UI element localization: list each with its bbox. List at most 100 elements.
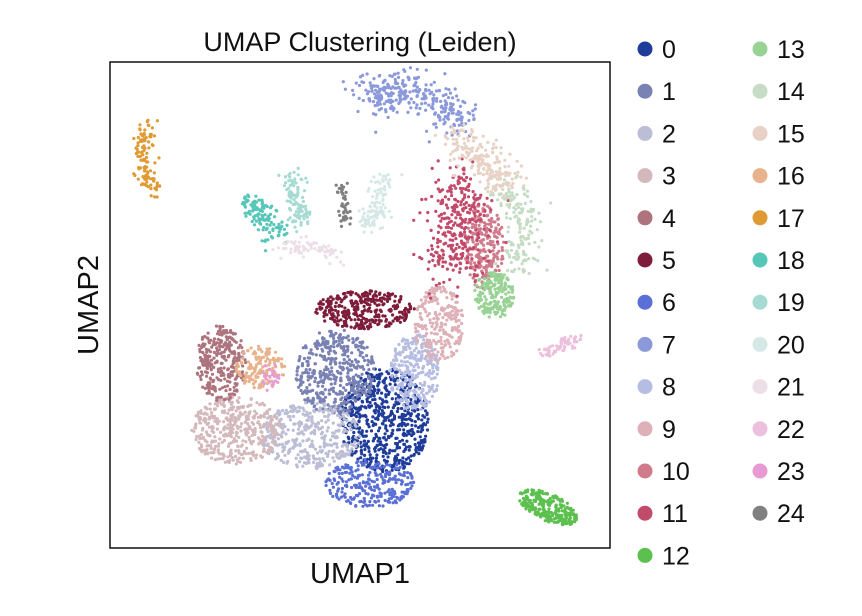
point bbox=[495, 240, 500, 244]
point bbox=[504, 211, 509, 215]
point bbox=[334, 356, 338, 361]
point bbox=[460, 321, 464, 326]
point bbox=[216, 337, 220, 341]
point bbox=[491, 295, 495, 300]
point bbox=[489, 222, 493, 226]
point bbox=[552, 520, 557, 524]
point bbox=[407, 382, 411, 386]
point bbox=[500, 261, 504, 265]
point bbox=[510, 269, 514, 273]
point bbox=[323, 388, 327, 392]
point bbox=[482, 281, 486, 285]
point bbox=[333, 478, 337, 482]
point bbox=[221, 324, 225, 329]
point bbox=[402, 97, 406, 101]
point bbox=[441, 316, 445, 320]
point bbox=[346, 413, 350, 417]
point bbox=[524, 176, 529, 180]
point bbox=[288, 415, 292, 419]
point bbox=[372, 299, 376, 303]
point bbox=[416, 90, 420, 94]
point bbox=[430, 286, 434, 290]
point bbox=[335, 344, 339, 348]
point bbox=[458, 270, 462, 274]
point bbox=[202, 412, 206, 416]
point bbox=[400, 381, 404, 385]
point bbox=[385, 389, 389, 393]
point bbox=[521, 207, 525, 211]
point bbox=[510, 285, 515, 289]
point bbox=[360, 473, 364, 477]
point bbox=[554, 513, 559, 518]
point bbox=[372, 77, 376, 81]
point bbox=[292, 414, 296, 418]
point bbox=[460, 331, 464, 336]
point bbox=[234, 434, 238, 438]
point bbox=[461, 154, 465, 159]
point bbox=[499, 192, 503, 196]
point bbox=[357, 96, 361, 100]
point bbox=[401, 456, 405, 460]
point bbox=[299, 378, 303, 382]
point bbox=[389, 101, 393, 105]
point bbox=[215, 341, 219, 345]
point bbox=[353, 326, 357, 330]
point bbox=[489, 259, 493, 263]
point bbox=[330, 356, 334, 360]
point bbox=[523, 193, 527, 197]
point bbox=[421, 302, 425, 306]
point bbox=[435, 387, 439, 391]
point bbox=[241, 364, 245, 368]
point bbox=[431, 366, 435, 370]
point bbox=[428, 369, 432, 373]
point bbox=[451, 305, 455, 310]
point bbox=[424, 354, 428, 358]
point bbox=[344, 310, 348, 314]
point bbox=[249, 440, 253, 444]
point bbox=[473, 225, 477, 229]
point bbox=[197, 343, 201, 347]
cluster-11-points bbox=[412, 157, 510, 300]
point bbox=[405, 439, 409, 443]
point bbox=[318, 398, 322, 402]
point bbox=[208, 383, 212, 387]
point bbox=[348, 423, 352, 427]
point bbox=[215, 398, 219, 402]
point bbox=[321, 457, 325, 461]
point bbox=[467, 211, 472, 215]
point bbox=[305, 386, 309, 390]
point bbox=[525, 236, 529, 241]
point bbox=[232, 439, 236, 444]
point bbox=[402, 466, 406, 470]
point bbox=[365, 345, 369, 349]
point bbox=[568, 516, 573, 520]
point bbox=[477, 202, 481, 206]
point bbox=[370, 89, 374, 93]
point bbox=[449, 226, 454, 230]
point bbox=[491, 170, 495, 174]
point bbox=[480, 153, 484, 157]
point bbox=[283, 453, 287, 457]
point bbox=[537, 211, 541, 215]
point bbox=[389, 86, 393, 91]
point bbox=[492, 245, 496, 249]
point bbox=[284, 408, 288, 412]
point bbox=[394, 80, 398, 84]
point bbox=[251, 439, 255, 443]
point bbox=[356, 317, 361, 322]
point bbox=[306, 451, 310, 455]
point bbox=[275, 443, 280, 447]
point bbox=[370, 488, 374, 492]
point bbox=[396, 453, 400, 457]
point bbox=[306, 378, 310, 382]
point bbox=[443, 120, 447, 124]
point bbox=[319, 373, 323, 377]
point bbox=[351, 473, 355, 478]
point bbox=[219, 366, 223, 370]
point bbox=[340, 310, 344, 315]
point bbox=[403, 406, 407, 410]
point bbox=[374, 417, 378, 421]
point bbox=[507, 205, 511, 209]
point bbox=[402, 345, 406, 349]
point bbox=[351, 417, 355, 422]
